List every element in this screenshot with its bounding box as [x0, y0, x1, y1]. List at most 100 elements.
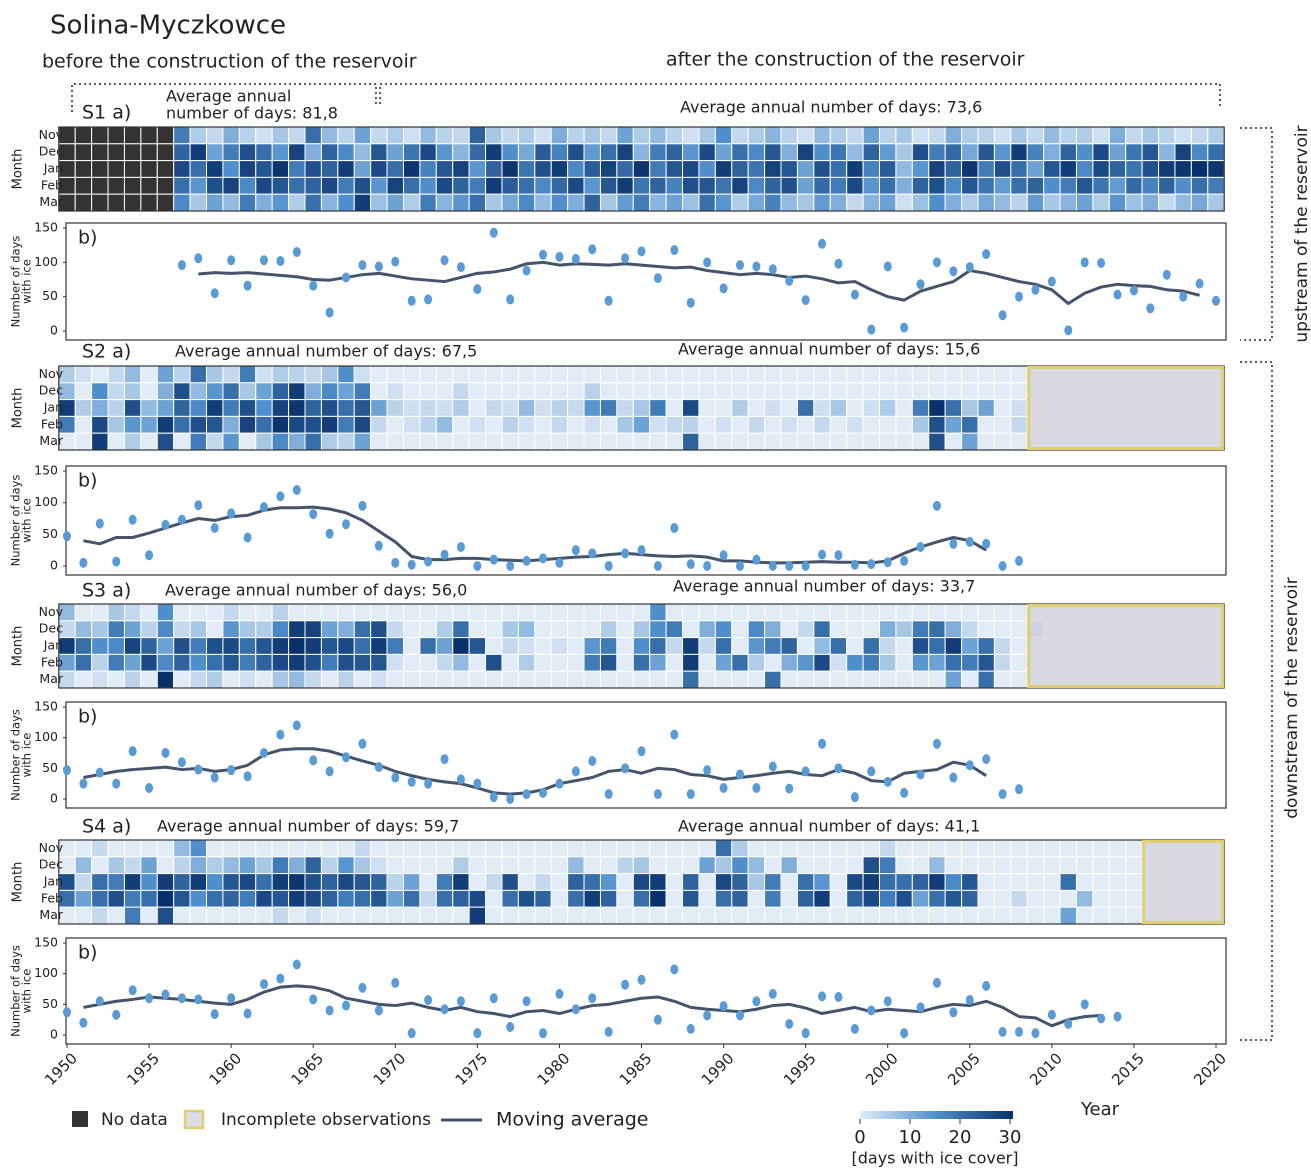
- data-point: [194, 764, 203, 775]
- heatmap-cell: [337, 620, 355, 639]
- heatmap-cell: [156, 143, 175, 162]
- heatmap-cell: [1059, 176, 1077, 195]
- heatmap-cell: [993, 365, 1012, 384]
- data-point: [588, 244, 597, 255]
- heatmap-cell: [255, 906, 273, 925]
- heatmap-cell: [485, 839, 503, 858]
- heatmap-cell: [665, 889, 684, 908]
- heatmap-cell: [731, 889, 749, 908]
- data-point: [588, 993, 597, 1004]
- heatmap-cell: [402, 365, 421, 384]
- heatmap-cell: [534, 839, 552, 858]
- heatmap-cell: [91, 670, 109, 689]
- heatmap-cell: [583, 143, 601, 162]
- heatmap-cell: [517, 637, 536, 655]
- heatmap-cell: [74, 160, 93, 178]
- data-point: [1047, 1009, 1056, 1020]
- heatmap-cell: [862, 176, 881, 195]
- heatmap-cell: [1075, 143, 1094, 162]
- panel-label: b): [78, 942, 97, 964]
- heatmap-cell: [780, 889, 798, 908]
- month-label: Mar: [39, 433, 63, 448]
- heatmap-cell: [665, 193, 684, 212]
- heatmap-cell: [386, 126, 404, 145]
- data-point: [834, 991, 843, 1002]
- data-point: [670, 523, 679, 533]
- y-tick-label: 150: [34, 220, 58, 235]
- heatmap-cell: [370, 176, 388, 195]
- heatmap-cell: [961, 160, 979, 178]
- heatmap-cell: [402, 193, 421, 212]
- data-point: [555, 988, 564, 999]
- heatmap-cell: [485, 415, 503, 434]
- heatmap-cell: [616, 653, 634, 672]
- heatmap-cell: [879, 382, 897, 401]
- data-point: [949, 538, 958, 549]
- heatmap-cell: [599, 620, 618, 639]
- heatmap-cell: [928, 415, 946, 434]
- data-point: [63, 531, 71, 542]
- data-point: [768, 988, 777, 999]
- heatmap-cell: [1108, 193, 1127, 212]
- data-point: [604, 1026, 613, 1037]
- heatmap-cell: [91, 873, 109, 891]
- heatmap-cell: [879, 176, 897, 195]
- heatmap-cell: [452, 126, 470, 145]
- heatmap-cell: [238, 160, 257, 178]
- data-point: [1080, 999, 1089, 1010]
- heatmap-cell: [1108, 143, 1127, 162]
- data-point: [1047, 276, 1056, 287]
- month-label: Mar: [39, 194, 63, 209]
- heatmap-cell: [123, 176, 142, 195]
- heatmap-cell: [288, 160, 306, 178]
- heatmap-cell: [616, 160, 634, 178]
- data-point: [686, 1023, 695, 1034]
- heatmap-cell: [288, 839, 306, 858]
- heatmap-cell: [616, 889, 634, 908]
- heatmap-cell: [862, 906, 881, 925]
- heatmap-cell: [928, 856, 946, 875]
- heatmap-cell: [74, 126, 93, 145]
- heatmap-cell: [731, 670, 749, 689]
- heatmap-cell: [879, 856, 897, 875]
- moving-average: [83, 984, 1102, 1028]
- heatmap-cell: [846, 160, 864, 178]
- heatmap-cell: [534, 653, 552, 672]
- heatmap-cell: [1010, 160, 1028, 178]
- data-point: [325, 766, 334, 777]
- heatmap-cell: [1075, 906, 1094, 925]
- heatmap-cell: [304, 143, 322, 162]
- heatmap-cell: [255, 839, 273, 858]
- data-point: [358, 260, 367, 271]
- heatmap-cell: [928, 143, 946, 162]
- heatmap-cell: [501, 670, 519, 689]
- heatmap-cell: [320, 432, 339, 451]
- heatmap-cell: [796, 143, 815, 162]
- heatmap-cell: [665, 382, 684, 401]
- data-point: [489, 993, 498, 1004]
- heatmap-cell: [402, 653, 421, 672]
- heatmap-cell: [140, 415, 158, 434]
- heatmap-cell: [911, 906, 930, 925]
- heatmap-cell: [649, 653, 667, 672]
- data-point: [243, 1008, 252, 1019]
- heatmap-cell: [91, 637, 109, 655]
- moving-average: [83, 505, 987, 565]
- heatmap-cell: [517, 193, 536, 212]
- heatmap-cell: [173, 620, 191, 639]
- data-point: [998, 310, 1007, 321]
- data-point: [785, 783, 794, 794]
- heatmap-cell: [238, 432, 257, 451]
- heatmap-cell: [599, 382, 618, 401]
- heatmap-cell: [731, 160, 749, 178]
- heatmap-cell: [271, 670, 290, 689]
- heatmap-cell: [599, 873, 618, 891]
- heatmap-cell: [534, 670, 552, 689]
- heatmap-cell: [879, 603, 897, 622]
- heatmap-cell: [402, 382, 421, 401]
- heatmap-cell: [386, 620, 404, 639]
- data-point: [1212, 295, 1220, 306]
- heatmap-cell: [271, 856, 290, 875]
- heatmap-cell: [879, 653, 897, 672]
- heatmap-cell: [796, 670, 815, 689]
